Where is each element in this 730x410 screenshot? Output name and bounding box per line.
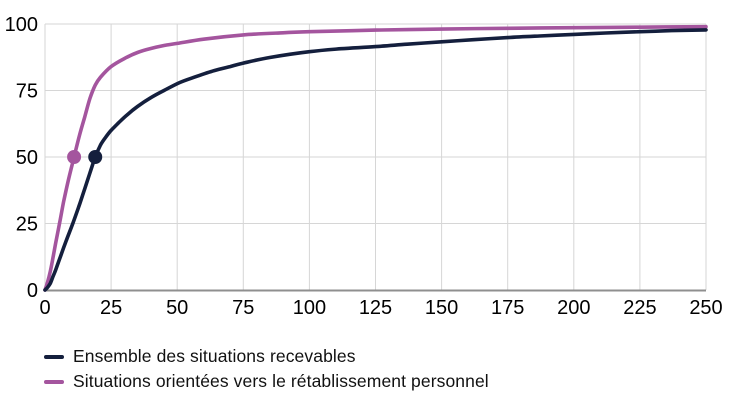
legend-label-retablissement: Situations orientées vers le rétablissem… <box>73 371 489 391</box>
median-dot-1 <box>67 150 82 164</box>
x-tick-label: 250 <box>689 297 722 319</box>
x-tick-label: 25 <box>100 297 122 319</box>
x-tick-label: 100 <box>293 297 326 319</box>
x-tick-label: 150 <box>425 297 458 319</box>
legend-dash-retablissement-icon <box>44 379 64 384</box>
x-tick-label: 75 <box>232 297 254 319</box>
series-line-1 <box>43 24 708 292</box>
x-tick-label: 175 <box>491 297 524 319</box>
cumulative-distribution-chart: 0 25 50 75 100 0 25 50 75 100 125 150 175 200 225 250 <box>5 14 723 319</box>
y-tick-label: 0 <box>27 280 38 302</box>
chart-legend: Ensemble des situations recevables Situa… <box>44 344 730 394</box>
y-tick-label: 75 <box>16 81 38 103</box>
x-tick-label: 125 <box>359 297 392 319</box>
legend-item-retablissement: Situations orientées vers le rétablissem… <box>44 369 730 394</box>
legend-item-ensemble: Ensemble des situations recevables <box>44 344 730 369</box>
legend-label-ensemble: Ensemble des situations recevables <box>73 346 356 366</box>
x-tick-label: 200 <box>557 297 590 319</box>
legend-dash-ensemble-icon <box>44 354 64 359</box>
y-tick-label: 50 <box>16 147 38 169</box>
x-tick-label: 0 <box>39 297 50 319</box>
y-tick-label: 25 <box>16 214 38 236</box>
x-tick-label: 50 <box>166 297 188 319</box>
x-tick-label: 225 <box>623 297 656 319</box>
y-tick-label: 100 <box>5 14 38 36</box>
series-line-0 <box>43 28 708 292</box>
median-dot-0 <box>88 150 103 164</box>
